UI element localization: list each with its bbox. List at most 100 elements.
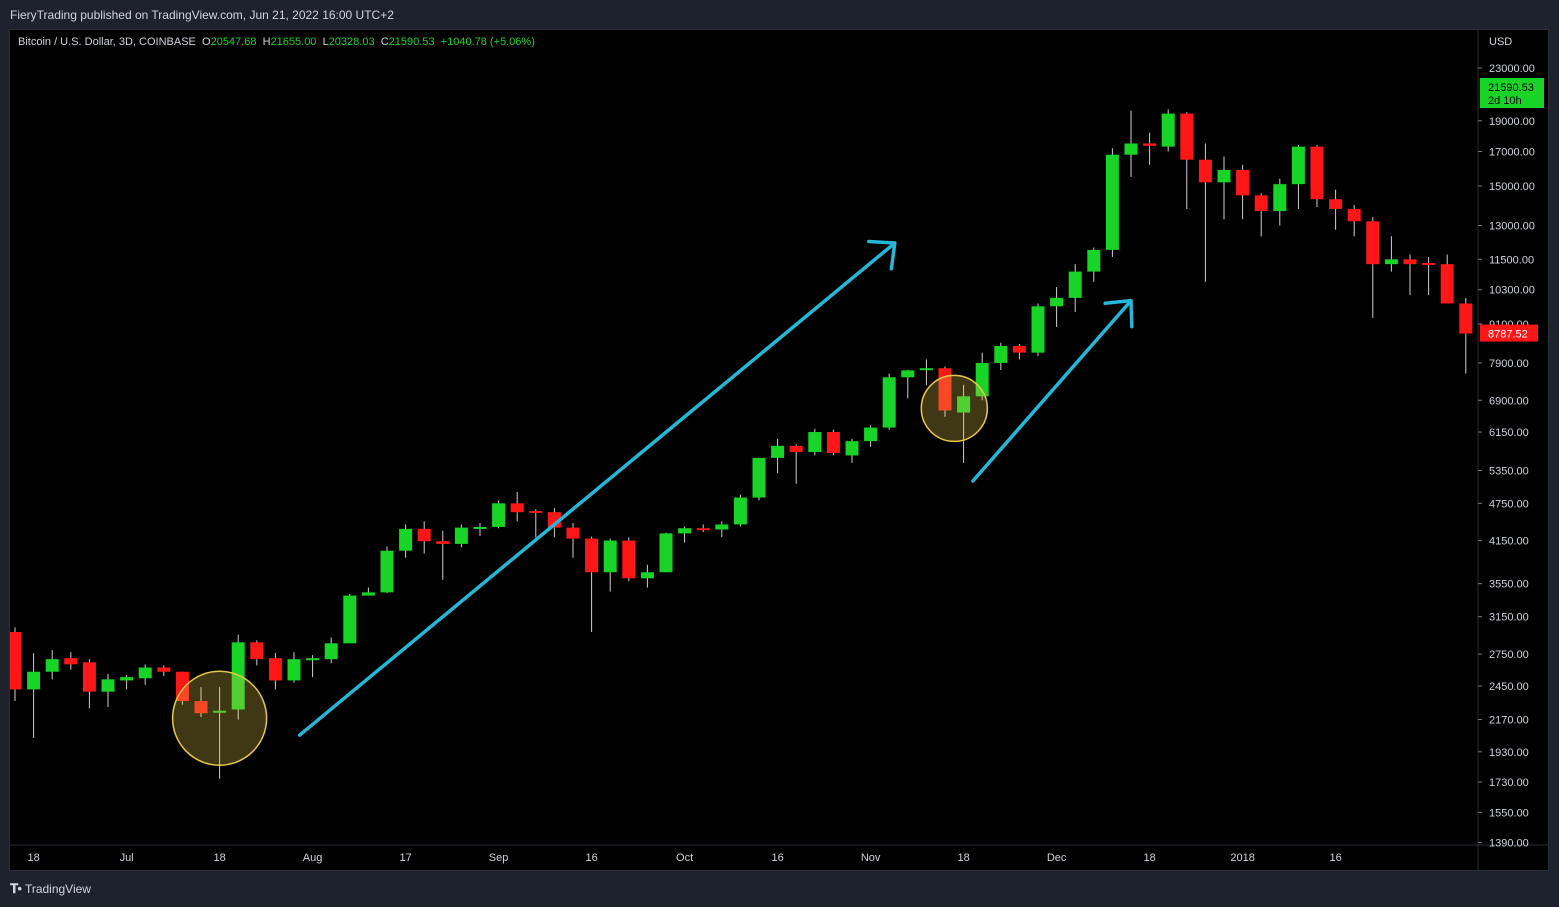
candle-body [27,671,41,690]
candle-body [324,643,338,660]
trend-arrow-head [867,239,897,271]
candle [399,524,413,558]
candle [994,342,1008,371]
candle-body [250,642,264,660]
candle-body [845,441,859,456]
y-tick-label: 3550.00 [1489,579,1529,591]
candle-body [1143,143,1157,146]
candle [1124,110,1138,177]
candle-body [157,667,171,672]
candle [492,500,506,529]
candle [715,521,729,538]
candle [585,536,599,632]
current-price-tag-bg [1480,324,1538,342]
low-value: 20328.03 [328,36,375,48]
candle-body [1273,184,1287,212]
y-tick-label: 5350.00 [1489,465,1529,477]
candle-body [510,503,524,513]
y-tick-label: 11500.00 [1489,254,1534,266]
candle [1105,148,1119,257]
candle-body [901,370,915,378]
candle-body [808,432,822,453]
last-price-countdown: 2d 10h [1488,95,1522,107]
candle [566,523,580,558]
candle [1180,112,1194,210]
y-tick-label: 4750.00 [1489,498,1529,510]
candle [1198,143,1212,282]
candle-body [696,528,710,531]
y-tick-label: 4150.00 [1489,536,1529,548]
candle-body [10,631,22,690]
candle-body [1236,169,1250,196]
candle-body [380,550,394,593]
x-tick-label: Nov [861,852,881,864]
candle-body [715,524,729,530]
candle-body [287,659,301,681]
footer-bar [0,873,1559,907]
candle [380,546,394,594]
candle [882,373,896,430]
symbol-legend: Bitcoin / U.S. Dollar, 3D, COINBASE O205… [18,36,535,48]
candle-body [640,572,654,579]
candle [1087,247,1101,282]
trend-arrow-line [971,298,1133,483]
x-tick-label: 16 [771,852,783,864]
candle [678,526,692,543]
candle [45,650,59,680]
candle-body [399,528,413,551]
candle [529,509,543,538]
candle [659,532,673,573]
candle [1031,303,1045,357]
candle-body [82,662,96,692]
candle [901,370,915,399]
low-label: L [322,36,329,48]
candle [436,530,450,580]
candle [1403,254,1417,296]
tradingview-logo[interactable]: 𝐓• TradingView [10,881,91,897]
candle-body [1087,249,1101,272]
x-tick-label: 18 [1143,852,1155,864]
candle-body [306,658,320,661]
open-value: 20547.68 [210,36,257,48]
candle-body [529,510,543,513]
candle [231,634,245,720]
candle-body [826,432,840,453]
candle-body [138,667,152,679]
candle [1012,344,1026,360]
candle-body [454,527,468,544]
candle-body [771,445,785,458]
candle-body [733,497,747,525]
candle [454,524,468,548]
candle [268,653,282,690]
candle-body [919,368,933,371]
candle-body [492,503,506,527]
candle-body [194,701,208,714]
y-tick-label: 23000.00 [1489,63,1535,75]
y-tick-label: 2170.00 [1489,714,1529,726]
candle-body [659,533,673,573]
currency-label: USD [1489,36,1512,48]
candle [10,627,22,702]
x-tick-label: Dec [1047,852,1067,864]
candle [752,457,766,501]
candle-body [864,427,878,442]
candle-body [1124,143,1138,155]
highlight-circle [171,670,268,766]
publisher-text: FieryTrading published on TradingView.co… [10,8,394,22]
candle [845,438,859,463]
x-tick-label: 17 [399,852,411,864]
candle-body [417,528,431,542]
x-tick-label: 18 [213,852,225,864]
x-tick-label: 18 [27,852,39,864]
candle-body [1329,199,1343,210]
candle [287,652,301,683]
candle-body [361,592,375,596]
candle-body [473,526,487,529]
y-tick-label: 1390.00 [1489,837,1529,849]
candle [1291,145,1305,210]
candle-body [1031,306,1045,353]
candle [27,653,41,738]
candle [640,564,654,588]
last-price-label: 21590.53 [1488,82,1534,94]
